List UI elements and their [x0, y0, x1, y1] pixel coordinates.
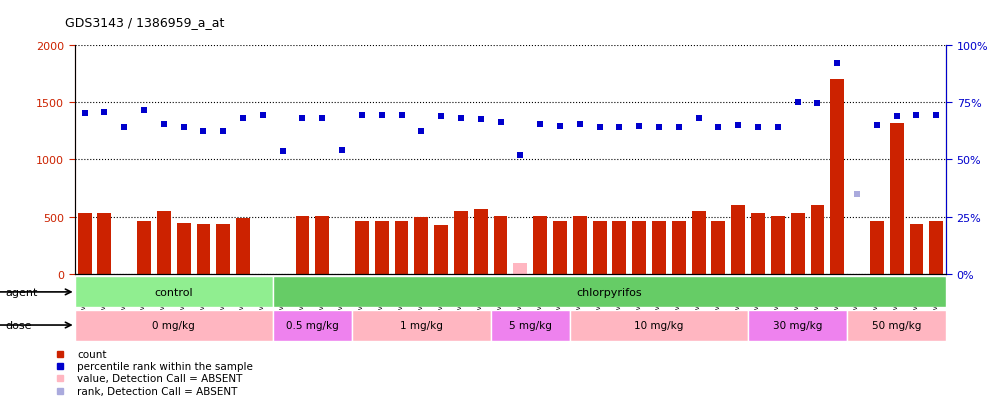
Bar — [533, 216, 547, 275]
Bar — [296, 216, 310, 275]
Text: 10 mg/kg: 10 mg/kg — [634, 320, 683, 330]
Bar — [273, 277, 946, 308]
Bar — [157, 211, 170, 275]
Bar — [196, 224, 210, 275]
Bar — [711, 222, 725, 275]
Bar — [494, 216, 508, 275]
Bar — [434, 225, 448, 275]
Bar — [352, 310, 491, 341]
Text: 0.5 mg/kg: 0.5 mg/kg — [286, 320, 339, 330]
Bar — [454, 211, 468, 275]
Bar — [98, 214, 112, 275]
Bar — [355, 222, 369, 275]
Bar — [316, 216, 330, 275]
Bar — [691, 211, 705, 275]
Text: dose: dose — [5, 320, 32, 330]
Bar — [474, 209, 488, 275]
Bar — [791, 214, 805, 275]
Text: count: count — [77, 349, 107, 359]
Bar — [751, 214, 765, 275]
Bar — [176, 223, 190, 275]
Bar — [929, 222, 943, 275]
Text: 0 mg/kg: 0 mg/kg — [152, 320, 195, 330]
Text: agent: agent — [5, 287, 38, 297]
Bar — [870, 222, 883, 275]
Bar — [394, 222, 408, 275]
Bar — [414, 217, 428, 275]
Bar — [731, 206, 745, 275]
Bar — [748, 310, 848, 341]
Text: control: control — [154, 287, 193, 297]
Text: 30 mg/kg: 30 mg/kg — [773, 320, 823, 330]
Bar — [513, 263, 527, 275]
Bar — [889, 123, 903, 275]
Text: chlorpyrifos: chlorpyrifos — [577, 287, 642, 297]
Text: 1 mg/kg: 1 mg/kg — [399, 320, 443, 330]
Bar — [553, 222, 567, 275]
Bar — [273, 310, 352, 341]
Bar — [236, 218, 250, 275]
Bar — [613, 222, 626, 275]
Bar — [216, 224, 230, 275]
Text: rank, Detection Call = ABSENT: rank, Detection Call = ABSENT — [77, 386, 238, 396]
Bar — [75, 310, 273, 341]
Bar — [374, 222, 388, 275]
Bar — [491, 310, 570, 341]
Bar — [632, 222, 646, 275]
Text: percentile rank within the sample: percentile rank within the sample — [77, 361, 253, 371]
Text: 5 mg/kg: 5 mg/kg — [509, 320, 552, 330]
Bar — [137, 222, 151, 275]
Bar — [75, 277, 273, 308]
Bar — [831, 80, 845, 275]
Text: value, Detection Call = ABSENT: value, Detection Call = ABSENT — [77, 374, 243, 384]
Bar — [652, 222, 666, 275]
Bar — [811, 206, 825, 275]
Text: GDS3143 / 1386959_a_at: GDS3143 / 1386959_a_at — [65, 16, 224, 29]
Bar — [909, 224, 923, 275]
Bar — [593, 222, 607, 275]
Text: 50 mg/kg: 50 mg/kg — [872, 320, 921, 330]
Bar — [570, 310, 748, 341]
Bar — [771, 216, 785, 275]
Bar — [848, 310, 946, 341]
Bar — [672, 222, 685, 275]
Bar — [573, 216, 587, 275]
Bar — [78, 214, 92, 275]
